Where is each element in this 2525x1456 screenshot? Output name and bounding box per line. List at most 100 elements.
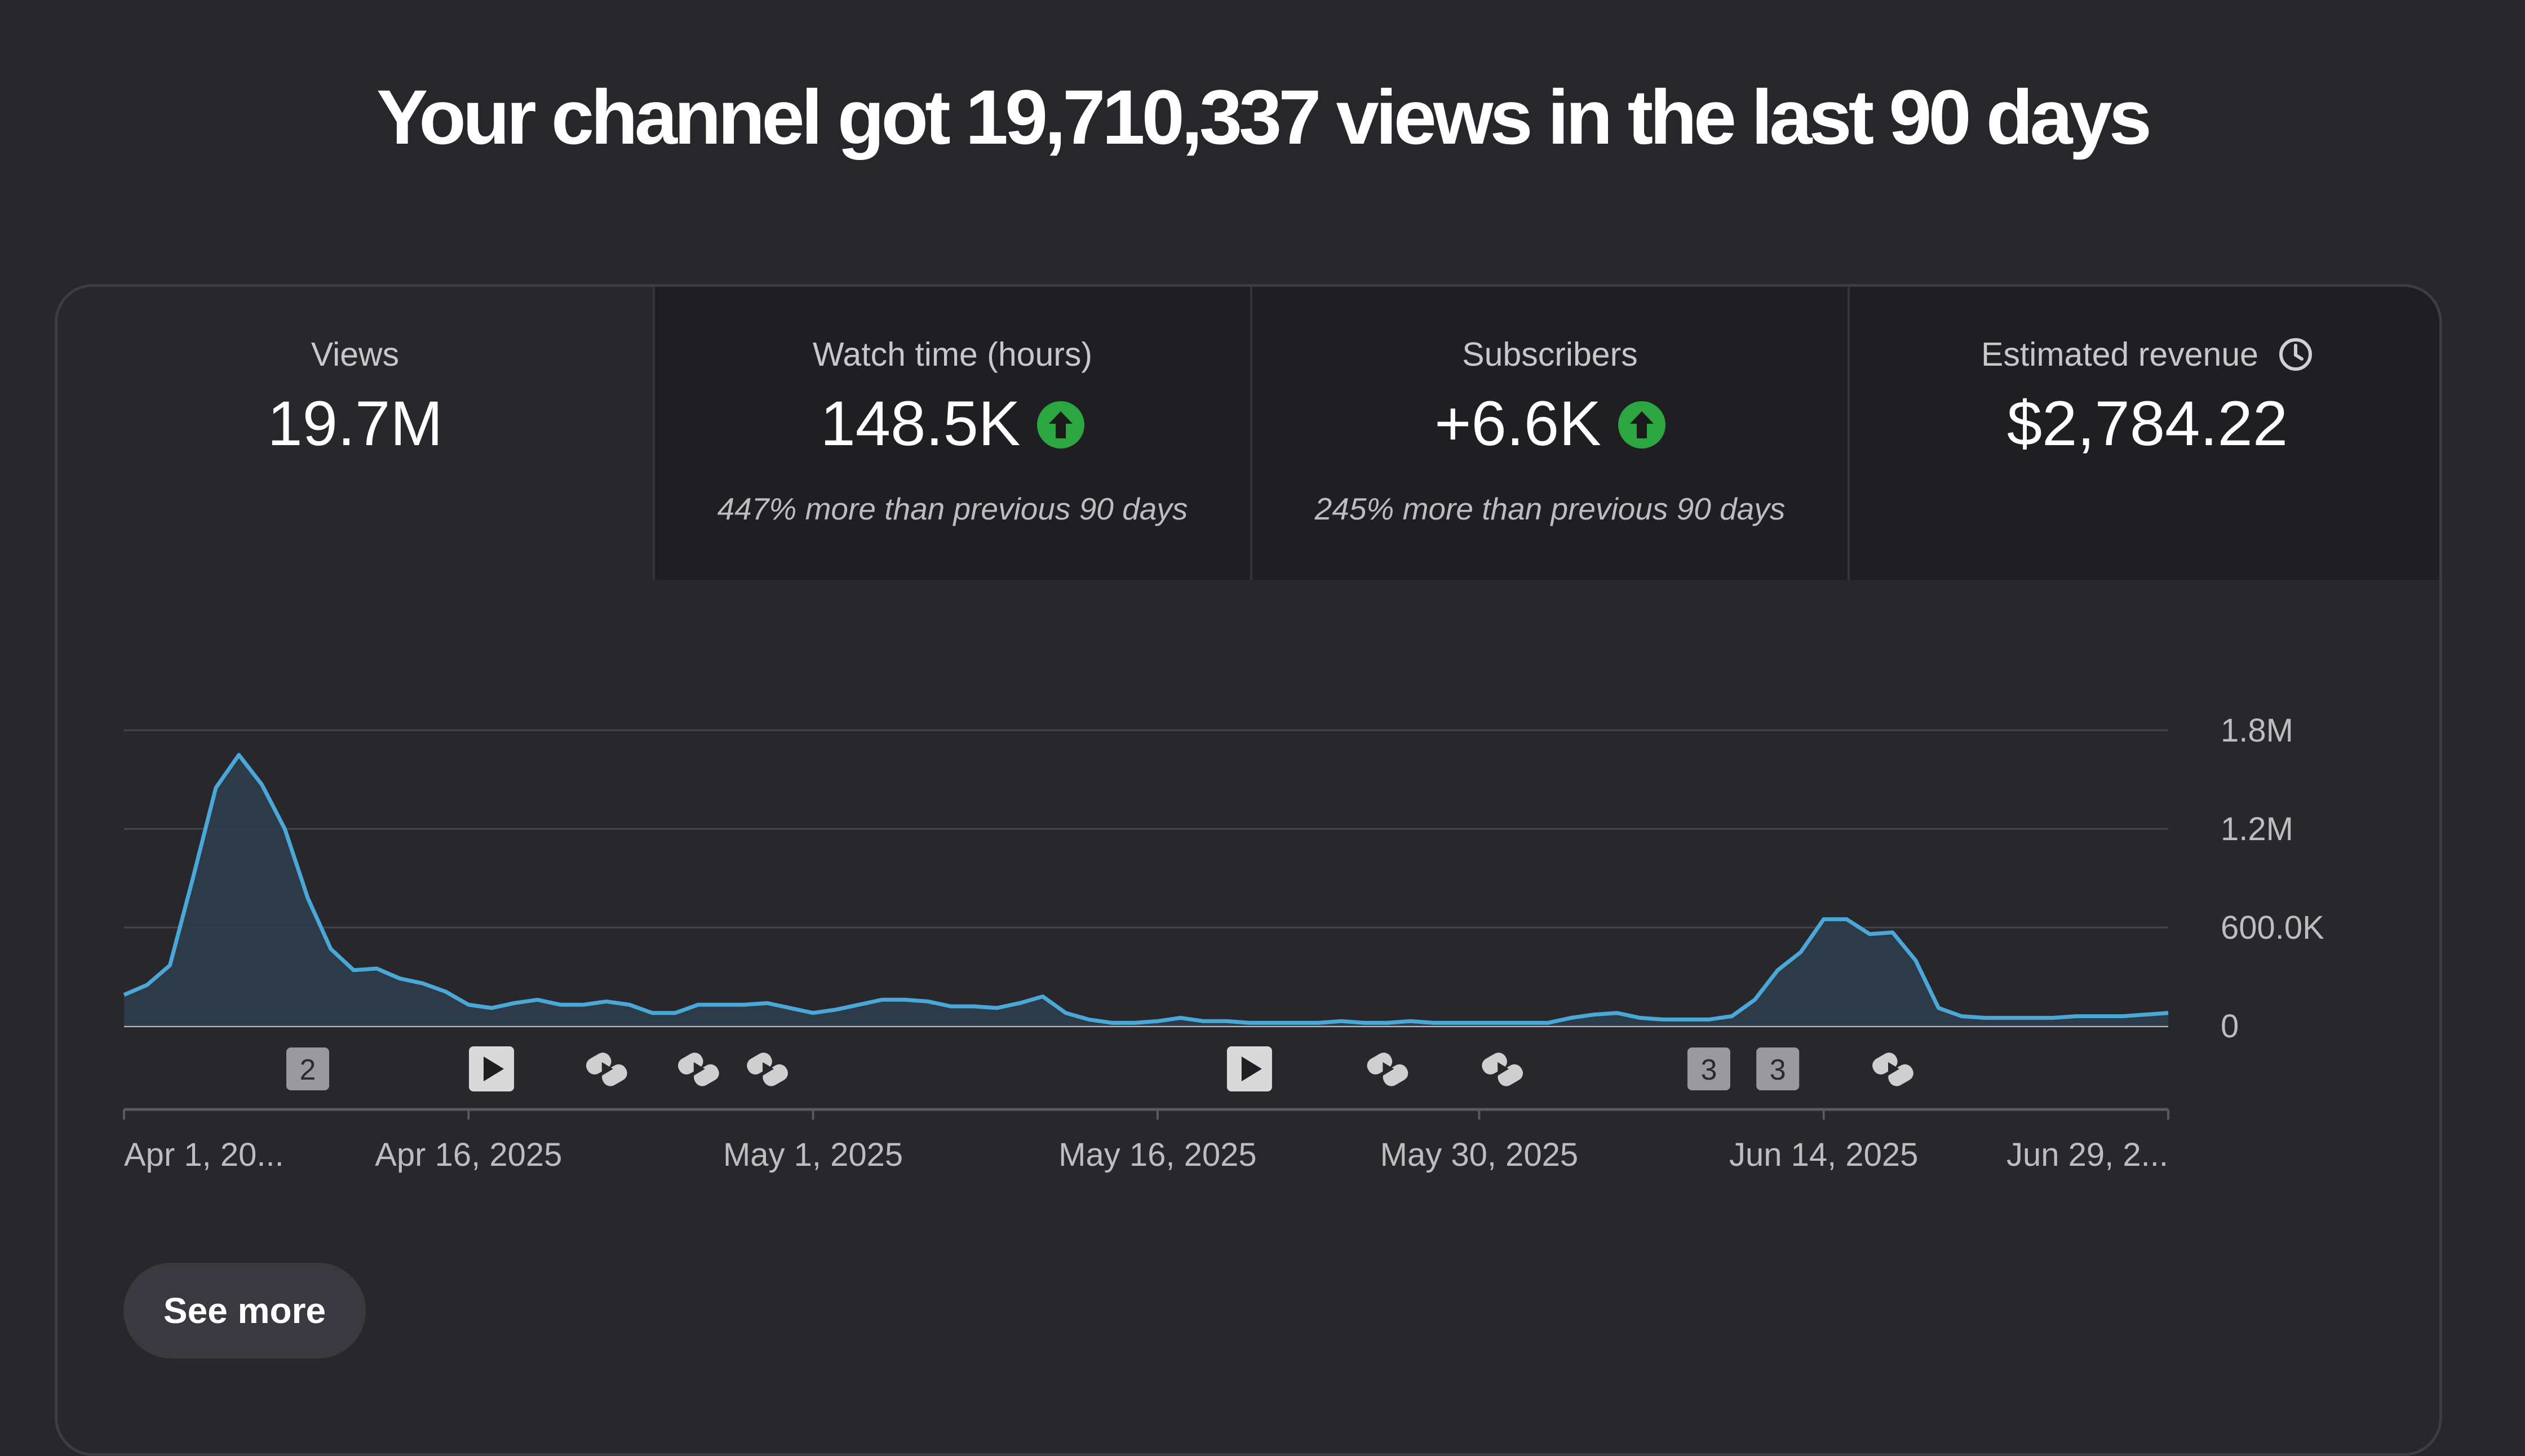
shorts-upload-icon[interactable] — [744, 1050, 791, 1089]
shorts-upload-icon[interactable] — [1870, 1050, 1916, 1089]
data-point — [2144, 1014, 2146, 1016]
tab-value: +6.6K — [1434, 388, 1601, 459]
data-point — [766, 1002, 768, 1004]
data-point — [261, 783, 263, 785]
x-tick-label: Apr 1, 20... — [124, 1137, 284, 1173]
data-point — [697, 1004, 699, 1006]
data-point — [973, 1005, 975, 1007]
x-tick-label: May 30, 2025 — [1380, 1137, 1578, 1173]
data-point — [1547, 1022, 1549, 1024]
x-tick-label: May 1, 2025 — [723, 1137, 903, 1173]
data-point — [1409, 1020, 1411, 1022]
data-point — [1133, 1022, 1136, 1024]
x-tick-label: Apr 16, 2025 — [375, 1137, 562, 1173]
upload-count-badge[interactable]: 2 — [286, 1047, 330, 1090]
tab-views[interactable]: Views 19.7M — [57, 287, 653, 580]
data-point — [2006, 1016, 2009, 1019]
data-point — [1455, 1022, 1458, 1024]
video-upload-icon[interactable] — [1226, 1046, 1272, 1091]
data-point — [1317, 1022, 1319, 1024]
data-point — [1868, 933, 1871, 935]
data-point — [1800, 951, 1802, 953]
data-point — [353, 969, 355, 971]
x-tick-label: Jun 29, 2... — [2006, 1137, 2168, 1173]
video-upload-icon[interactable] — [469, 1046, 515, 1091]
data-point — [2052, 1016, 2054, 1019]
data-point — [1088, 1018, 1090, 1020]
data-point — [1018, 1002, 1021, 1004]
x-tick-label: Jun 14, 2025 — [1729, 1137, 1918, 1173]
data-point — [743, 1004, 745, 1006]
data-point — [1731, 1015, 1733, 1018]
data-point — [1157, 1020, 1159, 1022]
data-point — [537, 998, 539, 1001]
data-point — [2121, 1015, 2123, 1018]
data-point — [467, 1004, 469, 1006]
data-point — [1662, 1018, 1664, 1020]
data-point — [1639, 1016, 1641, 1019]
data-point — [398, 977, 401, 979]
data-point — [559, 1004, 561, 1006]
data-point — [835, 1009, 837, 1011]
data-point — [2098, 1015, 2101, 1018]
data-point — [490, 1007, 493, 1009]
tab-label: Views — [311, 336, 400, 373]
upload-count: 3 — [1770, 1054, 1786, 1086]
data-point — [789, 1007, 791, 1009]
shorts-upload-icon[interactable] — [1479, 1050, 1526, 1089]
arrow-up-icon — [1618, 401, 1665, 449]
data-point — [881, 998, 883, 1001]
metric-tabs: Views 19.7M Watch time (hours) 148.5K 44… — [57, 287, 2439, 580]
data-point — [1915, 959, 1917, 961]
data-point — [1891, 931, 1894, 934]
see-more-button[interactable]: See more — [123, 1263, 366, 1359]
tab-subscribers[interactable]: Subscribers +6.6K 245% more than previou… — [1250, 287, 1848, 580]
data-point — [330, 948, 332, 950]
tab-value: $2,784.22 — [2006, 388, 2288, 459]
tab-watch-time[interactable]: Watch time (hours) 148.5K 447% more than… — [653, 287, 1250, 580]
upload-count-badge[interactable]: 3 — [1756, 1047, 1800, 1090]
data-point — [1570, 1016, 1572, 1019]
y-tick-label: 600.0K — [2221, 909, 2324, 946]
y-tick-label: 0 — [2221, 1008, 2239, 1045]
data-point — [1110, 1022, 1113, 1024]
data-point — [950, 1005, 952, 1007]
data-point — [1983, 1016, 1986, 1019]
data-point — [283, 828, 286, 830]
data-point — [1753, 998, 1756, 1001]
data-point — [1432, 1022, 1434, 1024]
tab-comparison: 245% more than previous 90 days — [1314, 491, 1786, 526]
data-point — [1340, 1020, 1343, 1022]
upload-count: 3 — [1700, 1054, 1717, 1086]
y-tick-label: 1.8M — [2221, 712, 2293, 749]
data-point — [2167, 1012, 2169, 1014]
data-point — [996, 1007, 998, 1009]
data-point — [1823, 918, 1825, 920]
upload-count: 2 — [300, 1054, 316, 1086]
data-point — [651, 1012, 653, 1014]
tab-estimated-revenue[interactable]: Estimated revenue $2,784.22 — [1848, 287, 2439, 580]
analytics-card: Views 19.7M Watch time (hours) 148.5K 44… — [55, 284, 2442, 1456]
shorts-upload-icon[interactable] — [675, 1050, 722, 1089]
upload-count-badge[interactable]: 3 — [1687, 1047, 1730, 1090]
data-point — [422, 982, 424, 984]
shorts-upload-icon[interactable] — [583, 1050, 630, 1089]
data-point — [192, 877, 194, 880]
data-point — [1960, 1015, 1963, 1018]
data-point — [1616, 1012, 1618, 1014]
tab-comparison: 447% more than previous 90 days — [717, 491, 1188, 526]
data-point — [1363, 1022, 1366, 1024]
data-point — [513, 1002, 516, 1004]
arrow-up-icon — [1037, 401, 1085, 449]
data-point — [1225, 1020, 1228, 1022]
shorts-upload-icon[interactable] — [1364, 1050, 1411, 1089]
data-point — [1202, 1020, 1204, 1022]
data-point — [1593, 1014, 1595, 1016]
data-point — [146, 984, 148, 986]
tab-label: Subscribers — [1462, 336, 1638, 373]
data-point — [1065, 1012, 1067, 1014]
tab-value: 19.7M — [267, 388, 443, 459]
data-point — [215, 787, 217, 789]
views-chart: 1.8M 1.2M 600.0K 0 Apr 1, 20... Apr 16, 2025 M… — [123, 712, 2324, 1173]
data-point — [927, 1000, 929, 1002]
